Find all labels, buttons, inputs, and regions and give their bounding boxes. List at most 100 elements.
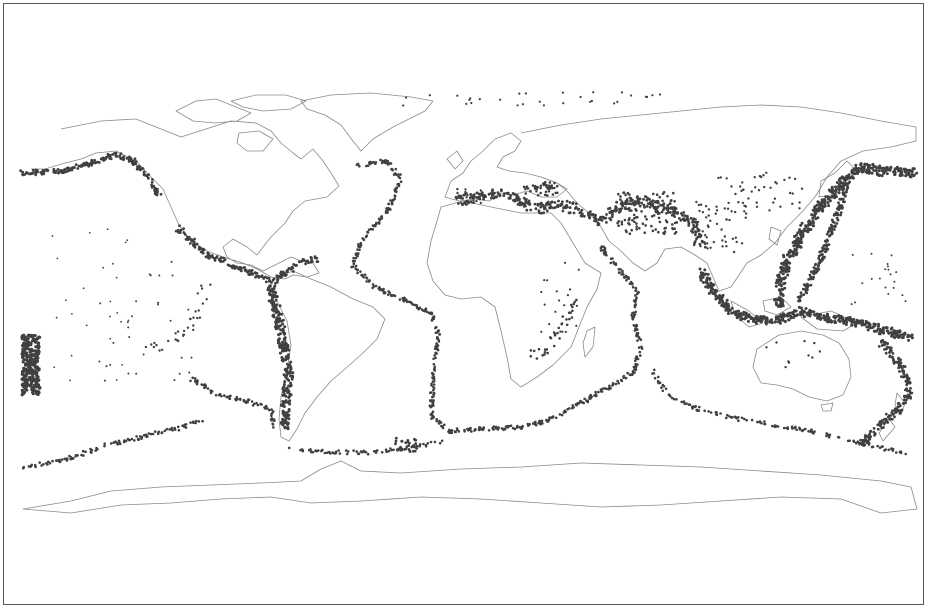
epicenter-dot: [563, 304, 565, 306]
epicenter-dot: [359, 270, 362, 273]
epicenter-dot: [840, 211, 843, 214]
epicenter-dot: [644, 215, 647, 218]
epicenter-dot: [540, 291, 542, 293]
epicenter-dot: [693, 244, 695, 246]
epicenter-dot: [698, 210, 700, 212]
epicenter-dot: [527, 423, 530, 426]
epicenter-dot: [865, 325, 868, 328]
epicenter-dot: [356, 163, 359, 166]
epicenter-dot: [32, 392, 35, 395]
epicenter-dot: [102, 159, 105, 162]
epicenter-dot: [507, 425, 510, 428]
epicenter-dot: [565, 331, 567, 333]
epicenter-dot: [463, 429, 466, 432]
epicenter-dot: [610, 258, 613, 261]
epicenter-dot: [189, 242, 192, 245]
epicenter-dot: [842, 185, 845, 188]
epicenter-dot: [635, 228, 638, 231]
epicenter-dot: [399, 177, 402, 180]
epicenter-dot: [865, 320, 868, 323]
epicenter-dot: [408, 301, 411, 304]
epicenter-dot: [431, 372, 434, 375]
epicenter-dot: [247, 398, 250, 401]
epicenter-dot: [806, 229, 809, 232]
epicenter-dot: [890, 414, 893, 417]
epicenter-dot: [578, 269, 580, 271]
epicenter-dot: [635, 365, 638, 368]
epicenter-dot: [792, 192, 794, 194]
epicenter-dot: [536, 357, 539, 360]
epicenter-dot: [211, 254, 214, 257]
epicenter-dot: [634, 294, 637, 297]
epicenter-dot: [700, 271, 703, 274]
epicenter-dot: [784, 320, 787, 323]
epicenter-dot: [109, 316, 111, 318]
epicenter-dot: [761, 319, 764, 322]
epicenter-dot: [177, 330, 179, 332]
epicenter-dot: [432, 399, 435, 402]
epicenter-dot: [42, 172, 45, 175]
epicenter-dot: [387, 290, 390, 293]
epicenter-dot: [25, 374, 28, 377]
epicenter-dot: [569, 206, 572, 209]
epicenter-dot: [182, 335, 184, 337]
epicenter-dot: [802, 293, 805, 296]
epicenter-dot: [404, 441, 407, 444]
epicenter-dot: [280, 273, 283, 276]
epicenter-dot: [657, 382, 660, 385]
epicenter-dot: [430, 384, 433, 387]
epicenter-dot: [704, 246, 707, 249]
epicenter-dot: [728, 219, 730, 221]
epicenter-dot: [116, 277, 118, 279]
epicenter-dot: [400, 180, 403, 183]
epicenter-dot: [737, 419, 740, 422]
epicenter-dot: [201, 287, 203, 289]
epicenter-dot: [824, 247, 827, 250]
epicenter-dot: [388, 450, 391, 453]
epicenter-dot: [390, 294, 393, 297]
epicenter-dot: [618, 271, 621, 274]
epicenter-dot: [36, 171, 39, 174]
epicenter-dot: [432, 389, 435, 392]
epicenter-dot: [396, 183, 399, 186]
epicenter-dot: [585, 399, 588, 402]
epicenter-dot: [627, 222, 630, 225]
epicenter-dot: [311, 260, 314, 263]
epicenter-dot: [609, 218, 612, 221]
epicenter-dot: [389, 208, 392, 211]
epicenter-dot: [719, 296, 722, 299]
epicenter-dot: [291, 266, 294, 269]
epicenter-dot: [554, 201, 557, 204]
epicenter-dot: [143, 173, 146, 176]
epicenter-dot: [187, 309, 189, 311]
epicenter-dot: [741, 417, 744, 420]
epicenter-dot: [747, 320, 750, 323]
epicenter-dot: [291, 371, 294, 374]
epicenter-dot: [711, 292, 714, 295]
epicenter-dot: [885, 420, 888, 423]
epicenter-dot: [657, 213, 660, 216]
epicenter-dot: [30, 349, 33, 352]
epicenter-dot: [210, 392, 213, 395]
epicenter-dot: [283, 347, 286, 350]
epicenter-dot: [759, 175, 761, 177]
epicenter-dot: [120, 321, 122, 323]
epicenter-dot: [248, 269, 251, 272]
epicenter-dot: [632, 286, 635, 289]
epicenter-dot: [562, 102, 564, 104]
epicenter-dot: [385, 211, 388, 214]
epicenter-dot: [625, 377, 628, 380]
epicenter-dot: [540, 185, 543, 188]
epicenter-dot: [656, 210, 659, 213]
epicenter-dot: [556, 204, 559, 207]
epicenter-dot: [771, 425, 774, 428]
epicenter-dot: [279, 324, 282, 327]
epicenter-dot: [523, 205, 526, 208]
epicenter-dot: [29, 368, 32, 371]
epicenter-dot: [636, 196, 639, 199]
epicenter-dot: [669, 395, 672, 398]
epicenter-dot: [633, 221, 636, 224]
epicenter-dot: [807, 354, 809, 356]
epicenter-dot: [548, 206, 551, 209]
epicenter-dot: [845, 189, 848, 192]
